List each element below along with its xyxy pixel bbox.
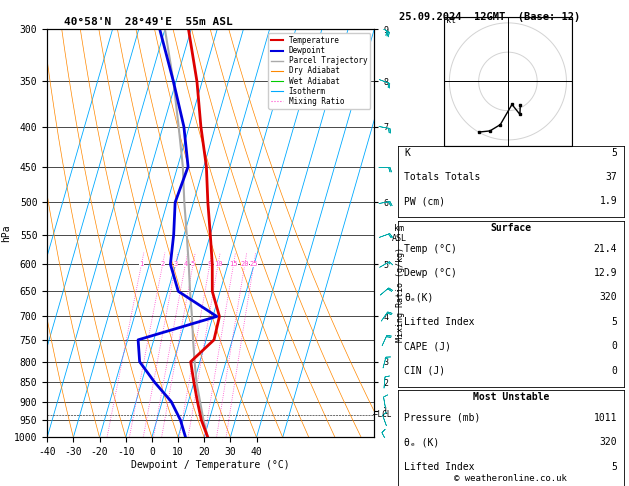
Text: 4: 4 bbox=[183, 261, 187, 267]
Text: Temp (°C): Temp (°C) bbox=[404, 243, 457, 254]
Text: 1011: 1011 bbox=[594, 413, 617, 423]
Text: K: K bbox=[404, 148, 410, 157]
Text: 1: 1 bbox=[140, 261, 143, 267]
Text: CAPE (J): CAPE (J) bbox=[404, 342, 452, 351]
Text: 5: 5 bbox=[611, 462, 617, 472]
Text: 21.4: 21.4 bbox=[594, 243, 617, 254]
Text: PW (cm): PW (cm) bbox=[404, 196, 445, 207]
Text: Lifted Index: Lifted Index bbox=[404, 462, 475, 472]
Text: —LCL: —LCL bbox=[373, 410, 391, 419]
Text: 0: 0 bbox=[611, 342, 617, 351]
Legend: Temperature, Dewpoint, Parcel Trajectory, Dry Adiabat, Wet Adiabat, Isotherm, Mi: Temperature, Dewpoint, Parcel Trajectory… bbox=[268, 33, 370, 109]
Text: 320: 320 bbox=[599, 437, 617, 448]
Text: 40°58'N  28°49'E  55m ASL: 40°58'N 28°49'E 55m ASL bbox=[64, 17, 232, 27]
Text: θₑ(K): θₑ(K) bbox=[404, 293, 434, 302]
Text: 15: 15 bbox=[229, 261, 238, 267]
Text: 5: 5 bbox=[611, 317, 617, 327]
Text: 8: 8 bbox=[208, 261, 212, 267]
Text: 3: 3 bbox=[174, 261, 178, 267]
Text: 5: 5 bbox=[191, 261, 195, 267]
Text: Lifted Index: Lifted Index bbox=[404, 317, 475, 327]
Text: 25: 25 bbox=[250, 261, 258, 267]
Text: kt: kt bbox=[447, 16, 457, 25]
Y-axis label: km
ASL: km ASL bbox=[392, 224, 407, 243]
Text: Totals Totals: Totals Totals bbox=[404, 172, 481, 182]
Bar bbox=[443, 17, 572, 146]
Text: Mixing Ratio (g/kg): Mixing Ratio (g/kg) bbox=[396, 247, 405, 342]
Text: CIN (J): CIN (J) bbox=[404, 366, 445, 376]
X-axis label: Dewpoint / Temperature (°C): Dewpoint / Temperature (°C) bbox=[131, 460, 290, 470]
Text: Most Unstable: Most Unstable bbox=[472, 392, 549, 402]
Y-axis label: hPa: hPa bbox=[1, 225, 11, 242]
Text: 0: 0 bbox=[611, 366, 617, 376]
Text: 20: 20 bbox=[240, 261, 249, 267]
Text: 2: 2 bbox=[160, 261, 165, 267]
Text: 37: 37 bbox=[606, 172, 617, 182]
Text: Pressure (mb): Pressure (mb) bbox=[404, 413, 481, 423]
Text: 10: 10 bbox=[214, 261, 222, 267]
Text: Surface: Surface bbox=[490, 223, 532, 233]
Text: 25.09.2024  12GMT  (Base: 12): 25.09.2024 12GMT (Base: 12) bbox=[399, 12, 581, 22]
Text: θₑ (K): θₑ (K) bbox=[404, 437, 440, 448]
Text: © weatheronline.co.uk: © weatheronline.co.uk bbox=[454, 473, 567, 483]
Text: 12.9: 12.9 bbox=[594, 268, 617, 278]
Text: 5: 5 bbox=[611, 148, 617, 157]
Text: Dewp (°C): Dewp (°C) bbox=[404, 268, 457, 278]
Text: 1.9: 1.9 bbox=[599, 196, 617, 207]
Text: 320: 320 bbox=[599, 293, 617, 302]
